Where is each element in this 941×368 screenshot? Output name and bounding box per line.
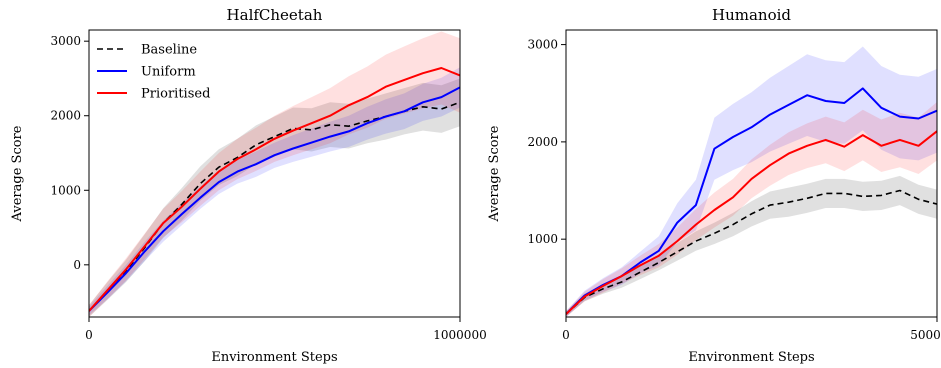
series-line-uniform	[89, 86, 460, 312]
y-axis-label: Average Score	[487, 125, 502, 222]
halfcheetah-panel: HalfCheetah 0 1000 2000 3000 0 1000000 Environm…	[10, 6, 487, 365]
axes-frame	[88, 29, 461, 318]
y-tick-label: 3000	[527, 38, 558, 52]
x-axis-label: Environment Steps	[211, 350, 337, 365]
series-band-baseline	[89, 78, 460, 317]
y-tick-label: 3000	[50, 34, 81, 48]
series-line-prioritised	[89, 67, 460, 312]
series-line-baseline	[566, 189, 937, 315]
y-tick-label: 2000	[527, 135, 558, 149]
series-band-uniform	[89, 67, 460, 316]
x-axis-label: Environment Steps	[688, 350, 814, 365]
plot-area	[89, 31, 460, 317]
legend-label-uniform: Uniform	[141, 65, 196, 80]
y-tick-label: 2000	[50, 109, 81, 123]
x-tick-label: 0	[85, 328, 93, 342]
series-band-prioritised	[566, 102, 937, 317]
humanoid-panel: Humanoid 1000 2000 3000 0 5000000 Environment …	[487, 6, 941, 365]
x-tick-label: 0	[562, 328, 570, 342]
chart-title: Humanoid	[712, 6, 791, 24]
series-band-prioritised	[89, 31, 460, 317]
x-tick-label: 1000000	[433, 328, 486, 342]
y-tick-label: 1000	[50, 183, 81, 197]
y-tick-label: 0	[73, 258, 81, 272]
legend-label-baseline: Baseline	[141, 43, 197, 58]
plot-area	[566, 46, 937, 317]
x-tick-label: 5000000	[910, 328, 941, 342]
axes-frame	[565, 29, 938, 318]
chart-title: HalfCheetah	[227, 6, 323, 24]
y-tick-label: 1000	[527, 232, 558, 246]
series-line-prioritised	[566, 130, 937, 315]
y-axis-label: Average Score	[10, 125, 25, 222]
legend-label-prioritised: Prioritised	[141, 87, 210, 102]
legend: Baseline Uniform Prioritised	[97, 43, 210, 102]
